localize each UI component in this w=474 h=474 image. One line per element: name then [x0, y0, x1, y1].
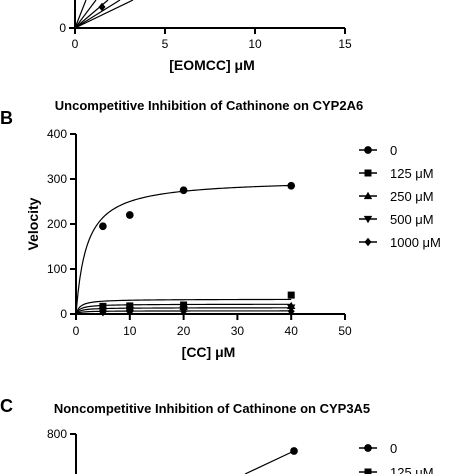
panel-a-fit-line — [74, 0, 121, 29]
panel-b-data-point — [287, 181, 296, 190]
panel-b-legend-marker — [363, 215, 373, 224]
panel-b-data-point — [126, 307, 134, 316]
panel-a-x-axis-label: [EOMCC] μM — [169, 57, 255, 73]
panel-b-y-tick-label: 0 — [60, 307, 67, 321]
panel-b-x-tick-label: 50 — [338, 324, 352, 338]
panel-b-legend-marker — [363, 191, 373, 200]
panel-b-fit-curve — [75, 184, 292, 311]
panel-c-data-point — [290, 447, 298, 455]
panel-b-fit-curve — [75, 298, 292, 314]
panel-b-data-point — [99, 308, 107, 317]
panel-a-data-point — [98, 2, 106, 12]
panel-b-y-tick-label: 100 — [47, 262, 67, 276]
panel-b-y-axis-label: Velocity — [25, 197, 41, 250]
panel-c-y-tick-label: 800 — [47, 427, 67, 441]
panel-b-title: Uncompetitive Inhibition of Cathinone on… — [55, 98, 363, 113]
panel-b-x-tick-label: 40 — [285, 324, 299, 338]
panel-b-legend-label: 500 μM — [390, 212, 434, 227]
panel-b-x-tick-label: 20 — [177, 324, 191, 338]
panel-b-legend-label: 0 — [390, 143, 397, 158]
panel-b-data-point — [180, 307, 188, 316]
panel-b-data-point — [99, 222, 107, 231]
panel-b-x-tick-label: 30 — [231, 324, 245, 338]
panel-b-x-axis-label: [CC] μM — [182, 344, 236, 360]
panel-b-legend-label: 125 μM — [390, 166, 434, 181]
panel-b-data-point — [287, 291, 295, 299]
panel-b-data-point — [287, 307, 295, 316]
panel-b-y-tick-label: 200 — [47, 217, 67, 231]
panel-b-legend-marker — [364, 237, 372, 247]
panel-a-fit-line — [74, 0, 97, 29]
panel-a-x-tick-label: 15 — [338, 37, 352, 51]
panel-c-legend-marker — [364, 444, 372, 452]
panel-a: 00 5 10 15 [EOMCC] μM — [59, 0, 352, 73]
panel-a-x-tick-label: 10 — [248, 37, 262, 51]
panel-b-data-point — [125, 211, 134, 219]
panel-c-title: Noncompetitive Inhibition of Cathinone o… — [54, 401, 370, 416]
panel-b-y-tick-label: 300 — [47, 172, 67, 186]
panel-a-x-tick-label: 5 — [162, 37, 169, 51]
panel-c-legend-marker — [364, 468, 372, 474]
panel-a-fit-line — [74, 0, 87, 29]
panel-b-y-tick-label: 400 — [47, 127, 67, 141]
panel-b-legend-marker — [364, 169, 372, 177]
panel-b-data-point — [179, 186, 188, 195]
panel-b: B Uncompetitive Inhibition of Cathinone o… — [0, 98, 441, 360]
panel-c: C Noncompetitive Inhibition of Cathinone … — [0, 396, 434, 474]
panel-a-fit-line — [74, 0, 134, 29]
panel-b-legend-label: 250 μM — [390, 189, 434, 204]
panel-b-x-tick-label: 0 — [73, 324, 80, 338]
panel-a-y-tick-label: 0 — [59, 21, 66, 35]
panel-c-legend-label: 125 μM — [390, 465, 434, 474]
panel-b-x-tick-label: 10 — [123, 324, 137, 338]
panel-a-x-tick-label: 0 — [72, 37, 79, 51]
panel-c-letter: C — [0, 396, 13, 416]
panel-b-legend-label: 1000 μM — [390, 235, 441, 250]
panel-b-legend-marker — [364, 146, 372, 154]
panel-c-fit-line — [244, 450, 295, 474]
panel-c-legend-label: 0 — [390, 441, 397, 456]
panel-b-letter: B — [0, 108, 13, 128]
